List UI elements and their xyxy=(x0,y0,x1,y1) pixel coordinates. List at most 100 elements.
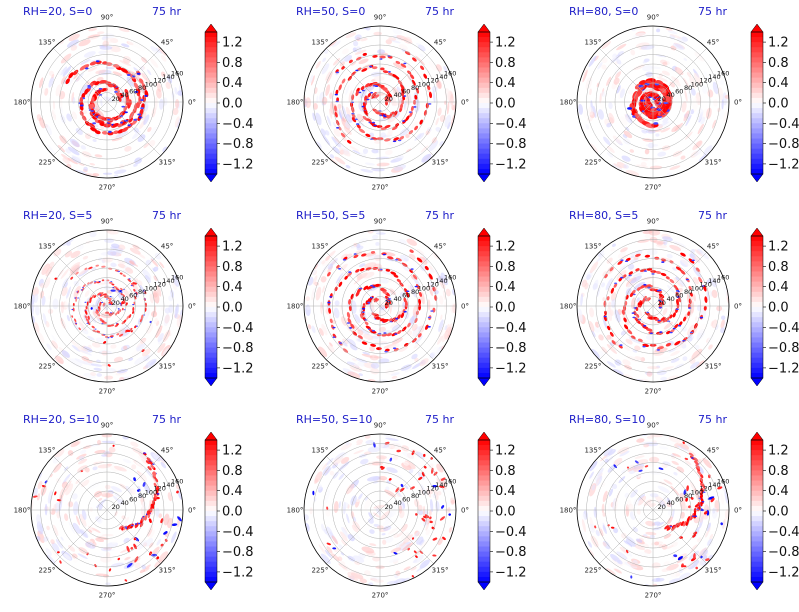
field-blob xyxy=(415,451,425,459)
field-blob xyxy=(354,561,361,566)
field-feature xyxy=(695,464,701,470)
field-blob xyxy=(624,463,635,470)
field-blob xyxy=(420,484,427,496)
field-blob xyxy=(329,154,335,159)
field-feature xyxy=(140,99,144,101)
field-blob xyxy=(66,314,70,322)
field-blob xyxy=(620,247,628,253)
angular-gridline xyxy=(326,48,381,103)
field-blob xyxy=(690,88,696,96)
field-feature xyxy=(387,71,391,73)
field-blob xyxy=(40,484,47,496)
field-blob xyxy=(154,317,158,325)
field-blob xyxy=(711,289,718,299)
radial-tick-label: 60 xyxy=(129,496,137,504)
colorbar-segment xyxy=(478,500,490,507)
field-blob xyxy=(334,156,346,165)
panel-7: RH=20, S=10 75 hr0°45°90°135°180°225°270°… xyxy=(14,413,254,600)
field-feature xyxy=(72,69,79,76)
field-blob xyxy=(112,71,123,77)
field-blob xyxy=(627,503,634,512)
field-blob xyxy=(398,140,407,147)
field-blob xyxy=(673,277,683,288)
field-feature xyxy=(336,127,340,129)
colorbar-segment xyxy=(205,465,217,471)
field-feature xyxy=(400,312,405,319)
field-blob xyxy=(113,356,124,363)
field-blob xyxy=(361,546,375,554)
field-blob xyxy=(97,518,103,525)
field-feature xyxy=(79,65,87,71)
field-blob xyxy=(406,141,416,149)
field-blob xyxy=(81,328,86,333)
field-feature xyxy=(695,267,700,272)
colorbar-segment xyxy=(478,445,490,451)
field-feature xyxy=(340,132,346,138)
field-blob xyxy=(117,244,126,250)
field-feature xyxy=(139,78,144,84)
colorbar-segment xyxy=(478,546,490,552)
field-blob xyxy=(621,469,626,474)
field-blob xyxy=(711,319,718,329)
field-feature xyxy=(89,281,93,284)
field-feature xyxy=(132,282,138,285)
field-blob xyxy=(417,471,425,480)
field-feature xyxy=(57,551,60,554)
field-feature xyxy=(395,257,402,262)
angular-tick-label: 0° xyxy=(734,507,742,515)
colorbar-segment xyxy=(205,317,217,323)
field-blob xyxy=(110,344,117,349)
field-blob xyxy=(347,571,358,579)
field-feature xyxy=(348,305,352,312)
colorbar-segment xyxy=(205,133,217,139)
field-feature xyxy=(96,90,102,96)
field-blob xyxy=(346,338,351,343)
field-blob xyxy=(427,299,431,311)
field-blob xyxy=(147,126,152,133)
field-blob xyxy=(338,473,345,481)
field-blob xyxy=(660,376,667,381)
field-feature xyxy=(357,91,362,94)
field-blob xyxy=(378,358,390,364)
field-blob xyxy=(358,58,369,65)
field-blob xyxy=(347,534,355,542)
colorbar-tick-label: −0.4 xyxy=(768,117,799,132)
field-blob xyxy=(351,357,357,362)
field-blob xyxy=(690,295,694,301)
field-blob xyxy=(122,269,129,274)
field-feature xyxy=(688,452,694,457)
colorbar-segment xyxy=(205,460,217,466)
field-blob xyxy=(606,76,612,86)
field-feature xyxy=(637,338,643,342)
field-blob xyxy=(341,340,348,347)
field-blob xyxy=(695,360,705,368)
field-blob xyxy=(314,471,323,483)
colorbar-tick-label: −0.8 xyxy=(768,341,799,356)
field-blob xyxy=(421,153,432,163)
field-feature xyxy=(688,285,692,291)
angular-tick-label: 315° xyxy=(159,567,176,575)
field-feature xyxy=(686,485,689,492)
colorbar-segment xyxy=(751,455,763,461)
colorbar-segment xyxy=(751,362,763,369)
colorbar-segment xyxy=(478,256,490,262)
field-feature xyxy=(79,104,84,107)
colorbar-segment xyxy=(751,500,763,507)
field-blob xyxy=(396,531,404,538)
colorbar-segment xyxy=(205,52,217,58)
colorbar-segment xyxy=(205,276,217,283)
colorbar-segment xyxy=(205,526,217,532)
field-blob xyxy=(100,98,103,107)
field-feature xyxy=(370,343,377,347)
field-blob xyxy=(670,350,681,357)
field-feature xyxy=(350,293,354,300)
field-feature xyxy=(675,308,679,311)
field-blob xyxy=(656,76,668,82)
field-blob xyxy=(372,234,379,240)
colorbar-segment xyxy=(478,352,490,359)
field-blob xyxy=(68,33,80,42)
field-feature xyxy=(355,69,359,72)
colorbar-tick-label: −0.8 xyxy=(222,341,254,356)
field-blob xyxy=(689,557,699,565)
field-feature xyxy=(655,271,662,274)
